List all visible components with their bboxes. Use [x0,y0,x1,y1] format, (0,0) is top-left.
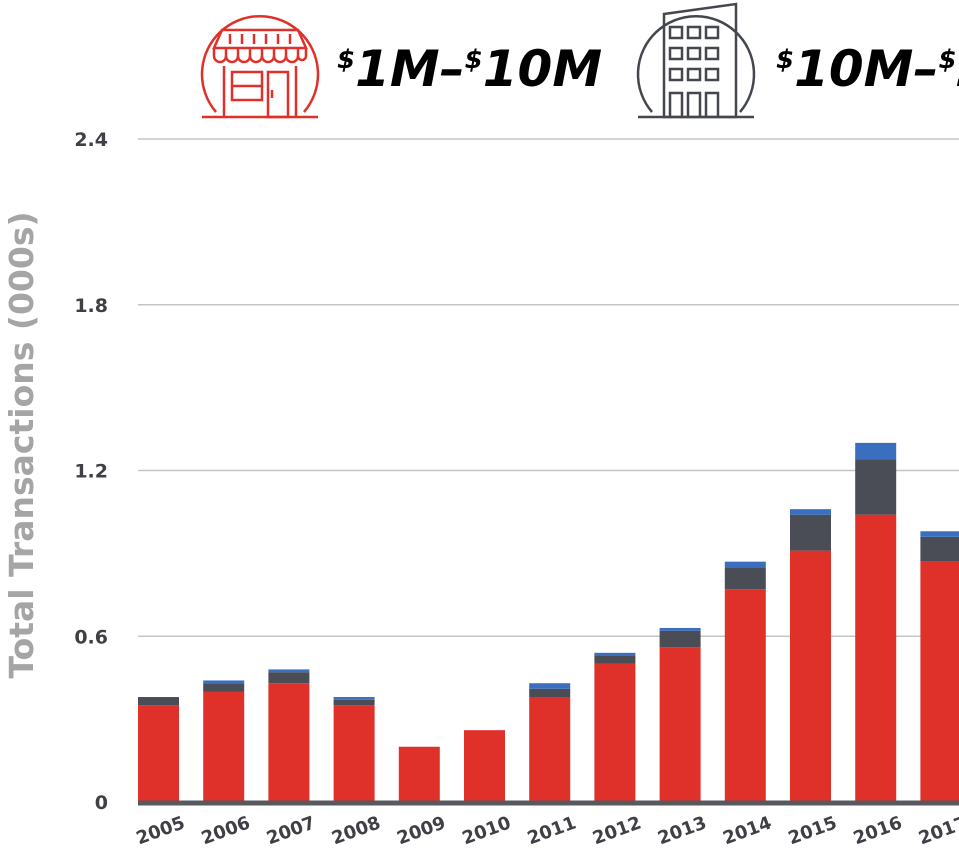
bar-2014-large [724,561,766,568]
bar-2008-small [333,705,375,802]
legend-mid-dollar-2: $ [938,45,956,75]
bar-2017-large [920,531,959,537]
bar-2012-small [594,663,636,802]
x-tick-2012: 2012 [590,812,644,849]
bar-2014-mid [724,567,766,590]
x-tick-2009: 2009 [394,812,448,849]
bar-2012-mid [594,655,636,664]
x-tick-2017: 2017 [916,812,959,849]
legend-label-mid: $10M–$2 [776,40,959,98]
bar-2005-mid [138,697,179,706]
bar-2007-mid [268,672,310,684]
y-tick-labels: 0 0.6 1.2 1.8 2.4 [74,129,108,814]
y-tick-1.8: 1.8 [74,295,108,317]
bar-2010-small [464,730,505,802]
storefront-icon [200,14,320,119]
bar-2016-mid [855,459,897,515]
bar-2009-small [398,746,440,802]
bar-2016-large [855,442,897,460]
x-tick-2007: 2007 [264,812,318,849]
x-tick-2011: 2011 [525,812,579,849]
bar-2011-mid [529,688,571,698]
bar-2006-large [203,680,245,684]
legend-label-small: $1M–$10M [337,40,602,98]
office-building-icon [636,2,756,119]
legend-mid-dollar-1: $ [776,45,794,75]
bar-2013-mid [659,630,701,648]
bar-2015-mid [790,514,831,551]
bar-2014-small [724,589,766,802]
x-tick-2014: 2014 [720,812,774,849]
y-tick-0.6: 0.6 [74,626,108,648]
bar-2017-small [920,561,959,802]
x-tick-2008: 2008 [329,812,383,849]
bar-2011-small [529,697,571,802]
bar-2015-large [790,509,831,515]
legend-small-amount-b: 10M [483,40,602,98]
bar-2006-mid [203,683,245,692]
bar-2007-large [268,669,310,673]
x-tick-2016: 2016 [851,812,905,849]
legend-small-dollar-2: $ [465,45,483,75]
bar-2013-small [659,647,701,802]
x-tick-2013: 2013 [655,812,709,849]
bars [138,442,959,802]
legend-mid-amount-b: 2 [957,40,959,98]
x-tick-2015: 2015 [785,812,839,849]
bar-2017-mid [920,536,959,562]
x-tick-2005: 2005 [133,812,187,849]
x-tick-labels: 2005 2006 2007 2008 2009 2010 2011 2012 2013 2014… [133,812,959,849]
legend-small-amount-a: 1M– [355,40,465,98]
bar-2016-small [855,514,897,802]
bar-2015-small [790,550,831,802]
bar-2008-mid [333,699,375,706]
gridlines [138,138,959,637]
bar-2011-large [529,683,571,689]
y-tick-2.4: 2.4 [74,129,108,151]
legend-small-dollar-1: $ [337,45,355,75]
bar-2006-small [203,691,245,802]
y-tick-1.2: 1.2 [74,461,108,483]
y-tick-0: 0 [95,792,108,814]
bar-2007-small [268,683,310,802]
bar-2008-large [333,697,375,700]
bar-2013-large [659,627,701,631]
bar-2012-large [594,652,636,656]
legend-mid-amount-a: 10M– [794,40,938,98]
x-tick-2006: 2006 [199,812,253,849]
y-axis-title: Total Transactions (000s) [2,211,41,678]
bar-2005-small [138,705,179,802]
x-tick-2010: 2010 [459,812,513,849]
